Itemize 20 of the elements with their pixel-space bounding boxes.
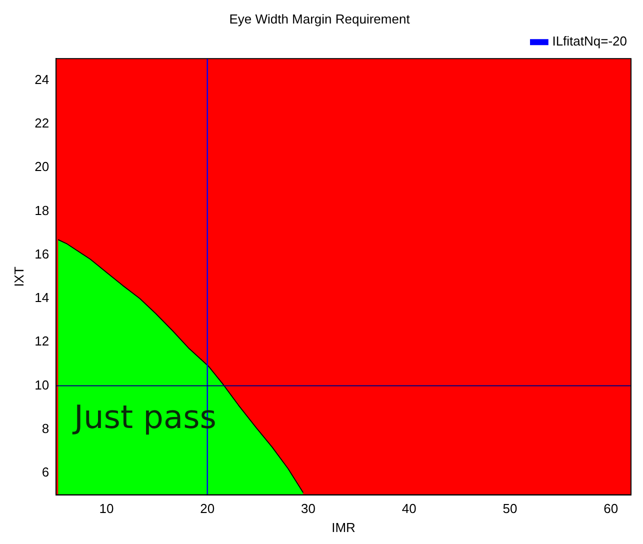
x-tick-label: 10 <box>99 501 114 516</box>
y-tick-label: 22 <box>34 116 50 131</box>
x-axis-title: IMR <box>332 520 356 535</box>
y-tick-label: 8 <box>42 420 50 436</box>
y-axis-title: IXT <box>11 266 26 287</box>
x-tick-label: 60 <box>604 501 618 516</box>
y-tick-label: 18 <box>34 202 50 218</box>
chart-title: Eye Width Margin Requirement <box>229 11 410 26</box>
y-tick-label: 20 <box>34 159 50 174</box>
y-tick-label: 24 <box>34 72 50 87</box>
y-tick-label: 12 <box>34 334 50 349</box>
y-tick-label: 16 <box>34 246 50 262</box>
y-tick-label: 6 <box>42 464 50 480</box>
y-tick-label: 10 <box>34 377 50 392</box>
x-tick-label: 20 <box>200 501 215 516</box>
legend-label: ILfitatNq=-20 <box>552 34 627 49</box>
x-tick-label: 50 <box>502 501 518 516</box>
x-tick-label: 40 <box>402 501 416 516</box>
x-tick-label: 30 <box>300 501 316 516</box>
y-tick-label: 14 <box>34 290 50 306</box>
